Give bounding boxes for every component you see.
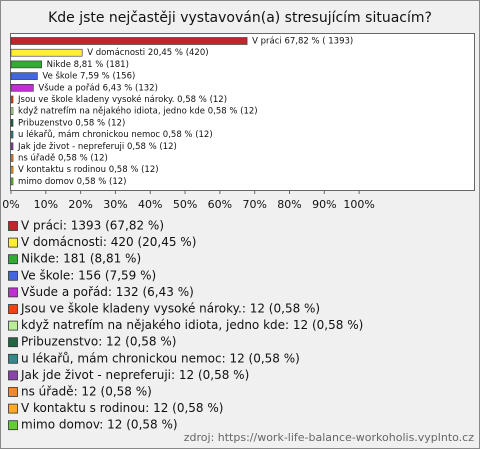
legend-label: Jsou ve škole kladeny vysoké nároky.: 12…	[20, 302, 320, 316]
legend-swatch	[8, 254, 18, 265]
legend-label: V práci: 1393 (67,82 %)	[21, 219, 164, 233]
bar	[10, 130, 14, 139]
bar	[10, 177, 14, 186]
x-tick-label: 100%	[343, 198, 374, 211]
x-tick-label: 40%	[138, 198, 162, 211]
legend-label: Všude a pořád: 132 (6,43 %)	[21, 285, 194, 299]
bar-label: Pribuzenstvo 0,58 % (12)	[18, 118, 125, 128]
legend-label: Nikde: 181 (8,81 %)	[21, 252, 141, 266]
legend-swatch	[8, 420, 18, 431]
bar	[10, 119, 14, 127]
bar	[10, 72, 38, 80]
bar-label: mimo domov 0,58 % (12)	[18, 177, 127, 187]
bar	[10, 60, 42, 69]
legend-swatch	[8, 237, 18, 248]
bar	[10, 154, 14, 162]
legend-label: Pribuzenstvo: 12 (0,58 %)	[21, 335, 176, 349]
bar	[10, 107, 14, 115]
x-tick-label: 0%	[2, 198, 19, 211]
bar-label: když natrefím na nějakého idiota, jedno …	[18, 106, 258, 117]
bar-label: V kontaktu s rodinou 0,58 % (12)	[18, 165, 159, 175]
bar-label: u lékařů, mám chronickou nemoc 0,58 % (1…	[18, 129, 213, 140]
legend-swatch	[8, 287, 18, 298]
legend-label: V kontaktu s rodinou: 12 (0,58 %)	[21, 401, 223, 415]
legend-label: u lékařů, mám chronickou nemoc: 12 (0,58…	[21, 351, 300, 365]
bar-label: Nikde 8,81 % (181)	[47, 60, 129, 70]
bar	[10, 37, 248, 45]
bar-label: Všude a pořád 6,43 % (132)	[38, 82, 158, 93]
legend-label: mimo domov: 12 (0,58 %)	[21, 418, 178, 432]
legend-label: V domácnosti: 420 (20,45 %)	[21, 235, 196, 249]
chart-title: Kde jste nejčastěji vystavován(a) stresu…	[48, 10, 432, 26]
bar	[10, 142, 14, 151]
legend-swatch	[8, 353, 18, 364]
x-tick-label: 20%	[68, 198, 92, 211]
bar	[10, 165, 14, 174]
x-tick-label: 80%	[277, 198, 301, 211]
legend-swatch	[8, 337, 18, 348]
x-tick-label: 30%	[103, 198, 127, 211]
legend-swatch	[8, 370, 18, 381]
bar	[10, 48, 83, 57]
legend-swatch	[8, 270, 18, 281]
legend-swatch	[8, 221, 18, 231]
x-tick-label: 60%	[208, 198, 232, 211]
bar-label: Ve škole 7,59 % (156)	[42, 71, 135, 82]
bar-label: Jak jde život - nepreferuji 0,58 % (12)	[17, 142, 177, 152]
legend-swatch	[8, 304, 18, 314]
legend-label: ns úřadě: 12 (0,58 %)	[21, 385, 152, 399]
plot-area	[10, 33, 475, 191]
legend-label: Ve škole: 156 (7,59 %)	[21, 268, 156, 282]
bar-label: ns úřadě 0,58 % (12)	[18, 154, 108, 164]
source: zdroj: https://work-life-balance-workoho…	[184, 431, 474, 444]
x-tick-label: 10%	[34, 198, 58, 211]
bar	[10, 84, 34, 92]
legend-label: Jak jde život - nepreferuji: 12 (0,58 %)	[20, 368, 249, 382]
legend-swatch	[8, 320, 18, 331]
legend-swatch	[8, 387, 18, 397]
x-tick-label: 90%	[312, 198, 336, 211]
legend-label: když natrefím na nějakého idiota, jedno …	[21, 318, 363, 332]
x-tick-label: 50%	[173, 198, 197, 211]
legend-swatch	[8, 403, 18, 414]
bar-label: V práci 67,82 % ( 1393)	[252, 37, 353, 47]
bar-label: V domácnosti 20,45 % (420)	[87, 48, 208, 58]
bar	[10, 95, 14, 104]
x-tick-label: 70%	[242, 198, 266, 211]
bar-label: Jsou ve škole kladeny vysoké nároky. 0,5…	[17, 94, 227, 105]
